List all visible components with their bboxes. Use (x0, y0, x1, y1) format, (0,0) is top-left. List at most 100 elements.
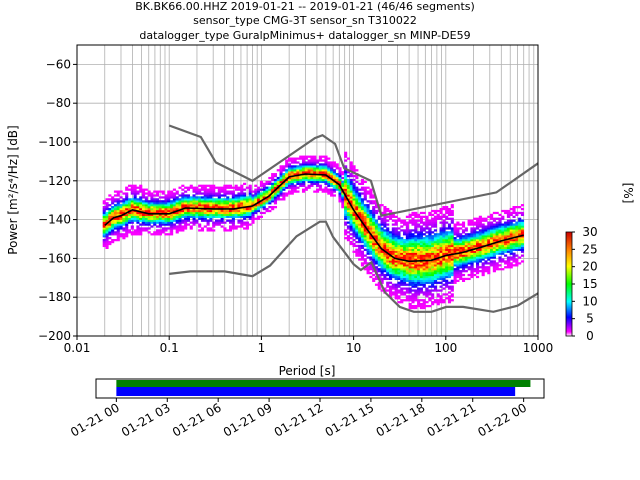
density-cell (324, 173, 328, 176)
density-cell (285, 171, 289, 174)
density-cell (433, 221, 438, 224)
density-cell (231, 206, 235, 209)
density-cell (206, 194, 210, 197)
density-cell (445, 239, 449, 242)
density-cell (243, 207, 247, 211)
density-cell (456, 279, 460, 282)
density-cell (363, 186, 367, 189)
density-cell (223, 204, 227, 207)
density-cell (358, 223, 362, 226)
density-cell (296, 186, 300, 189)
density-cell (417, 235, 421, 238)
density-cell (447, 233, 452, 236)
density-cell (433, 209, 438, 213)
density-cell (394, 240, 398, 244)
density-cell (172, 198, 176, 201)
density-cell (116, 239, 120, 242)
density-cell (442, 239, 446, 242)
density-cell (383, 221, 387, 224)
density-cell (299, 163, 303, 166)
density-cell (520, 254, 525, 257)
density-cell (344, 223, 348, 226)
density-cell (271, 174, 275, 178)
density-cell (229, 219, 233, 222)
density-cell (355, 207, 359, 211)
density-cell (355, 223, 359, 226)
density-cell (506, 213, 510, 217)
density-cell (372, 225, 376, 228)
density-cell (397, 283, 401, 286)
density-cell (422, 260, 426, 263)
density-cell (257, 190, 261, 193)
density-cell (130, 219, 134, 222)
density-cell (414, 219, 418, 222)
density-cell (313, 159, 317, 162)
density-cell (520, 227, 525, 230)
density-cell (498, 246, 502, 249)
density-cell (313, 157, 317, 160)
density-cell (419, 237, 423, 240)
density-cell (515, 248, 519, 251)
density-cell (212, 206, 216, 209)
density-cell (113, 204, 118, 207)
density-cell (377, 254, 381, 257)
density-cell (262, 190, 266, 193)
density-cell (509, 246, 513, 249)
density-cell (178, 227, 182, 230)
density-cell (422, 303, 426, 306)
density-cell (501, 217, 505, 220)
density-cell (436, 258, 440, 261)
density-cell (383, 240, 387, 244)
density-cell (464, 246, 468, 249)
density-cell (450, 260, 454, 263)
density-cell (156, 213, 160, 217)
density-cell (310, 161, 314, 164)
density-cell (501, 209, 505, 213)
density-cell (445, 242, 449, 246)
density-cell (428, 248, 432, 251)
density-cell (268, 202, 272, 205)
density-cell (119, 227, 123, 230)
density-cell (363, 180, 367, 184)
density-cell (313, 176, 317, 180)
density-cell (506, 237, 510, 240)
density-cell (498, 239, 502, 242)
density-cell (506, 256, 510, 259)
density-cell (504, 227, 508, 230)
density-cell (450, 262, 454, 265)
density-cell (262, 196, 266, 199)
density-cell (422, 273, 426, 277)
density-cell (352, 174, 356, 178)
density-cell (125, 196, 129, 199)
density-cell (360, 258, 365, 261)
density-cell (245, 186, 249, 189)
density-cell (403, 266, 407, 269)
density-cell (127, 184, 132, 187)
density-cell (209, 219, 213, 222)
density-cell (209, 206, 213, 209)
density-cell (428, 279, 432, 282)
density-cell (417, 237, 421, 240)
density-cell (408, 262, 412, 265)
density-cell (363, 188, 367, 191)
density-cell (341, 196, 345, 199)
density-cell (189, 221, 193, 224)
density-cell (189, 200, 193, 203)
density-cell (186, 204, 191, 207)
density-cell (481, 233, 485, 236)
density-cell (408, 254, 412, 257)
density-cell (377, 283, 381, 286)
density-cell (447, 237, 452, 240)
density-cell (405, 270, 409, 273)
density-cell (515, 246, 519, 249)
density-cell (293, 176, 297, 180)
density-cell (403, 248, 407, 251)
density-cell (203, 188, 207, 191)
density-cell (254, 209, 258, 213)
density-cell (214, 206, 219, 209)
density-cell (153, 211, 157, 215)
density-cell (397, 270, 401, 273)
density-cell (167, 202, 171, 205)
density-cell (358, 209, 362, 213)
density-cell (391, 219, 395, 222)
